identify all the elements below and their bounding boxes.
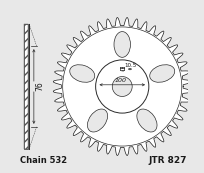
Circle shape xyxy=(95,60,148,113)
Text: Chain 532: Chain 532 xyxy=(20,156,67,165)
Text: 10.5: 10.5 xyxy=(123,63,136,68)
Ellipse shape xyxy=(113,32,130,57)
Circle shape xyxy=(137,84,142,89)
Text: 76: 76 xyxy=(35,82,44,91)
Circle shape xyxy=(112,76,132,97)
Text: JTR 827: JTR 827 xyxy=(147,156,186,165)
Ellipse shape xyxy=(149,65,174,82)
Text: ×: × xyxy=(120,69,123,73)
Text: 100: 100 xyxy=(114,78,126,83)
Polygon shape xyxy=(53,17,190,156)
Ellipse shape xyxy=(69,65,94,82)
Bar xyxy=(24,24,28,149)
Circle shape xyxy=(119,102,124,107)
Circle shape xyxy=(101,84,106,89)
Ellipse shape xyxy=(136,109,156,132)
Bar xyxy=(24,24,28,149)
Ellipse shape xyxy=(87,109,107,132)
